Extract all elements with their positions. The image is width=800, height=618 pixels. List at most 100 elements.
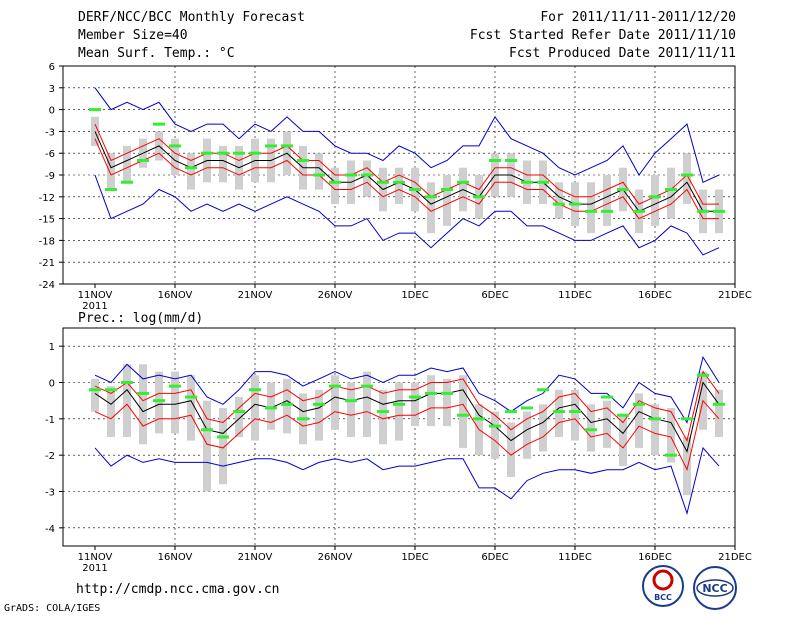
bcc-logo-text: BCC (654, 593, 672, 602)
climatology-marker (633, 402, 645, 406)
climatology-marker (505, 158, 517, 162)
climatology-marker (697, 373, 709, 377)
climatology-marker (681, 173, 693, 177)
climatology-marker (121, 180, 133, 184)
precipitation-chart: 11NOV 16NOV 21NOV 26NOV 1DEC 6DEC 11DEC 16DEC 21… (45, 327, 752, 574)
x-tick-label: 16DEC (638, 290, 672, 301)
spread-box (587, 404, 595, 452)
x-tick-label: 21DEC (718, 290, 752, 301)
spread-box (395, 167, 403, 205)
series-line-lower-std (94, 138, 719, 220)
series-line-min (94, 446, 720, 516)
variable-label: Mean Surf. Temp.: °C (78, 46, 235, 61)
x-tick-label: 1DEC (401, 290, 428, 301)
climatology-marker (185, 395, 197, 399)
climatology-marker (649, 417, 661, 421)
climatology-marker (489, 158, 501, 162)
climatology-marker (201, 151, 213, 155)
series-line-max (94, 87, 720, 183)
climatology-marker (473, 417, 485, 421)
series-line-upper-std (94, 370, 720, 442)
x-tick-label: 21DEC (718, 552, 752, 563)
x-tick-label: 11NOV (78, 552, 113, 563)
climatology-marker (361, 173, 373, 177)
spread-box (363, 371, 371, 437)
spread-box (603, 400, 611, 448)
series-line-max (94, 355, 720, 424)
y-tick-label: -3 (45, 127, 55, 138)
spread-box (555, 182, 563, 219)
series-line-lower-std (94, 399, 720, 472)
series-line-ensemble-mean (94, 381, 720, 453)
climatology-marker (537, 180, 549, 184)
start-date-label: Fcst Started Refer Date 2011/11/10 (469, 28, 736, 43)
climatology-marker (137, 391, 149, 395)
climatology-marker (121, 381, 133, 384)
series-line-upper-std (94, 123, 719, 205)
spread-box (507, 422, 515, 477)
climatology-marker (89, 388, 101, 392)
climatology-marker (617, 188, 629, 192)
spread-box (491, 411, 499, 459)
spread-box (347, 382, 355, 437)
climatology-marker (457, 180, 469, 184)
ncc-logo-text: NCC (702, 582, 727, 595)
y-tick-label: -15 (39, 215, 55, 226)
spread-box (171, 371, 179, 434)
climatology-marker (377, 410, 389, 414)
climatology-marker (329, 180, 341, 184)
spread-box (667, 167, 675, 219)
y-tick-label: -24 (39, 280, 55, 291)
climatology-marker (457, 413, 469, 417)
climatology-marker (553, 202, 565, 206)
climatology-marker (521, 180, 533, 184)
climatology-marker (521, 406, 533, 410)
spread-box (219, 407, 227, 485)
spread-box (635, 393, 643, 448)
climatology-marker (265, 144, 277, 148)
y-tick-label: -18 (39, 236, 55, 247)
x-tick-label: 16NOV (158, 290, 193, 301)
climatology-marker (313, 173, 325, 177)
spread-box (555, 389, 563, 437)
climatology-marker (697, 209, 709, 213)
spread-box (171, 138, 179, 175)
climatology-marker (345, 173, 357, 177)
produced-date-label: Fcst Produced Date 2011/11/11 (509, 46, 736, 61)
climatology-marker (105, 188, 117, 192)
climatology-marker (329, 384, 341, 388)
grads-credit: GrADS: COLA/IGES (4, 603, 101, 614)
y-tick-label: -6 (45, 149, 55, 160)
spread-box (683, 437, 691, 496)
climatology-marker (617, 413, 629, 417)
climatology-marker (265, 406, 277, 410)
climatology-marker (153, 122, 165, 126)
x-tick-label: 16DEC (638, 552, 672, 563)
source-url: http://cmdp.ncc.cma.gov.cn (76, 582, 280, 597)
climatology-marker (361, 384, 373, 388)
spread-box (443, 378, 451, 427)
spread-box (443, 175, 451, 226)
climatology-marker (217, 435, 229, 439)
y-tick-label: -4 (45, 524, 55, 535)
climatology-marker (537, 388, 549, 392)
climatology-marker (297, 417, 309, 421)
bcc-logo: BCC (642, 565, 684, 607)
climatology-marker (345, 399, 357, 403)
climatology-marker (313, 402, 325, 406)
spread-box (683, 153, 691, 205)
climatology-marker (473, 195, 485, 199)
spread-box (539, 404, 547, 452)
spread-box (651, 175, 659, 226)
climatology-marker (409, 395, 421, 399)
x-tick-label: 21NOV (238, 290, 273, 301)
spread-box (379, 389, 387, 445)
spread-box (523, 411, 531, 459)
climatology-marker (249, 151, 261, 155)
spread-box (123, 145, 131, 183)
climatology-marker (665, 188, 677, 192)
climatology-marker (377, 180, 389, 184)
spread-box (459, 375, 467, 448)
forecast-period-label: For 2011/11/11-2011/12/20 (540, 10, 736, 25)
climatology-marker (681, 417, 693, 421)
